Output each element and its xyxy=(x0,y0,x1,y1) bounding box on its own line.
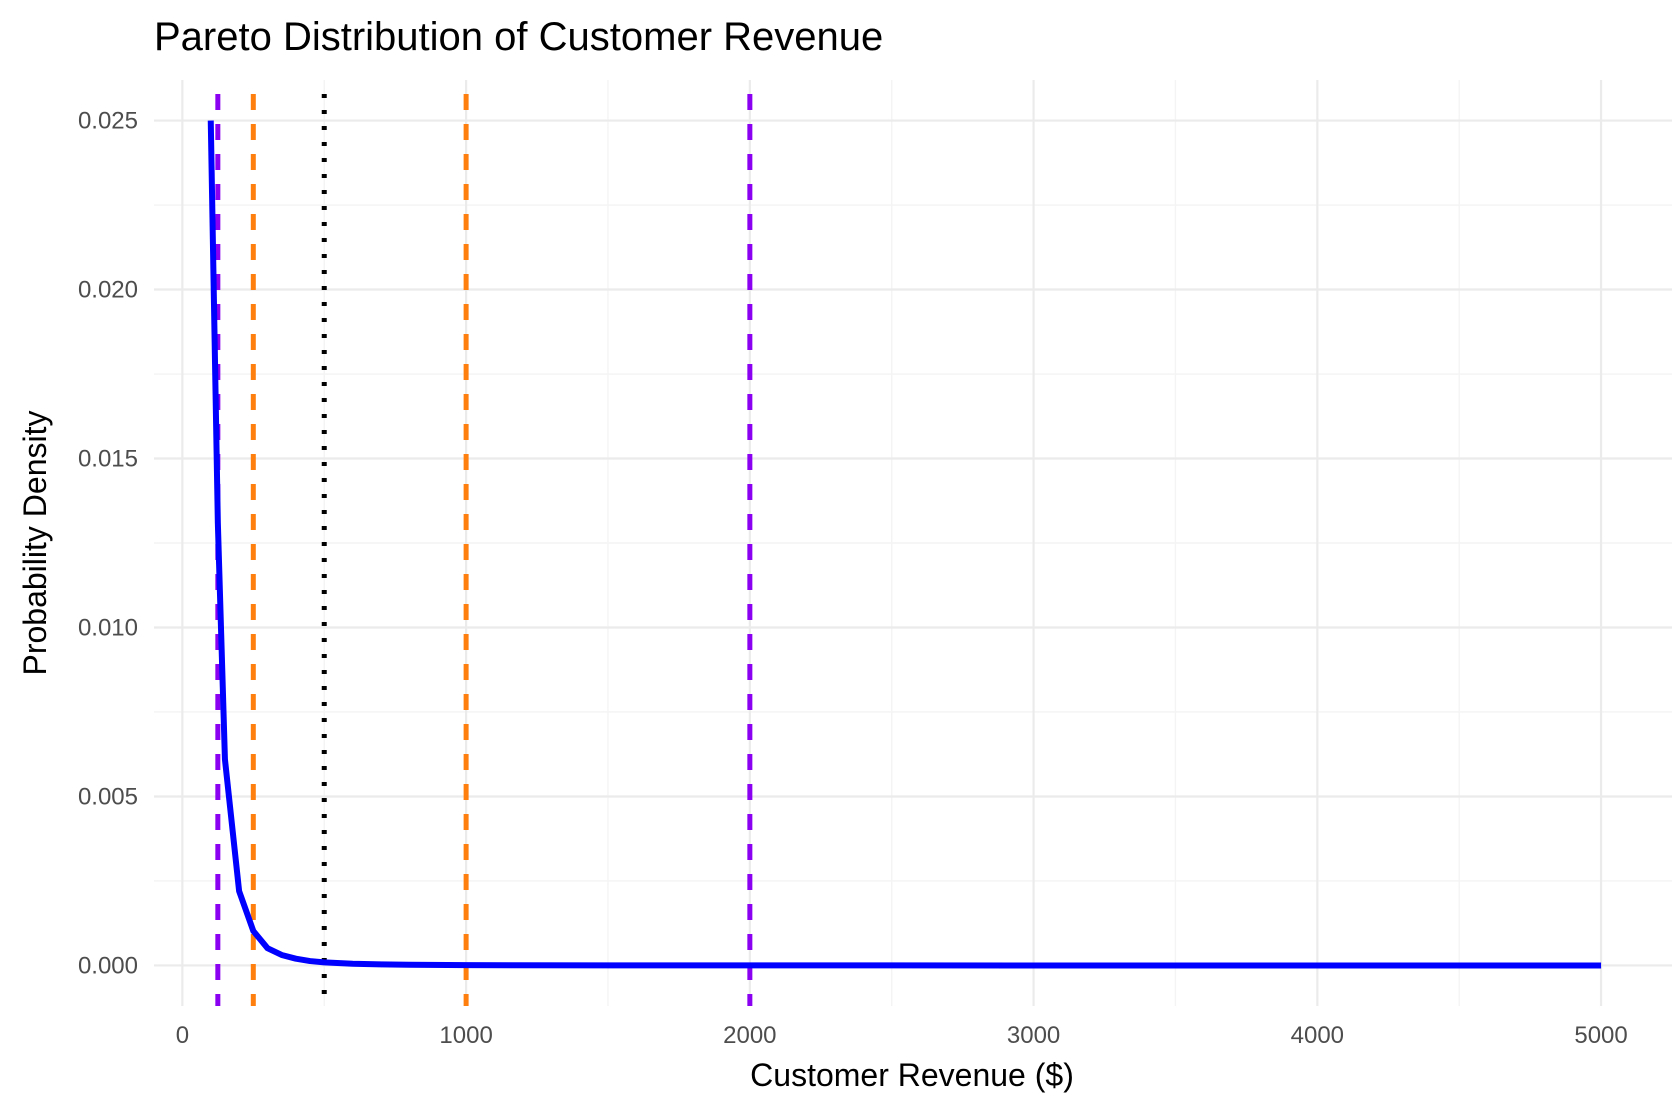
y-tick-label: 0.015 xyxy=(78,446,138,473)
x-axis-ticks: 0 1000 2000 3000 4000 5000 xyxy=(176,1022,1628,1049)
y-tick-label: 0.020 xyxy=(78,277,138,304)
y-tick-label: 0.000 xyxy=(78,952,138,979)
x-tick-label: 5000 xyxy=(1574,1022,1627,1049)
y-tick-label: 0.005 xyxy=(78,783,138,810)
x-tick-label: 3000 xyxy=(1007,1022,1060,1049)
x-tick-label: 1000 xyxy=(439,1022,492,1049)
x-axis-title: Customer Revenue ($) xyxy=(750,1057,1074,1093)
y-axis-title: Probability Density xyxy=(17,411,53,676)
reference-lines xyxy=(215,94,753,1006)
y-axis-ticks: 0.000 0.005 0.010 0.015 0.020 0.025 xyxy=(78,108,138,980)
density-series xyxy=(207,120,1602,969)
minor-gridlines xyxy=(154,80,1672,1006)
y-tick-label: 0.025 xyxy=(78,108,138,135)
y-tick-label: 0.010 xyxy=(78,614,138,641)
density-line xyxy=(207,120,1602,969)
x-tick-label: 2000 xyxy=(723,1022,776,1049)
chart-title: Pareto Distribution of Customer Revenue xyxy=(154,15,883,59)
x-tick-label: 0 xyxy=(176,1022,189,1049)
x-tick-label: 4000 xyxy=(1291,1022,1344,1049)
